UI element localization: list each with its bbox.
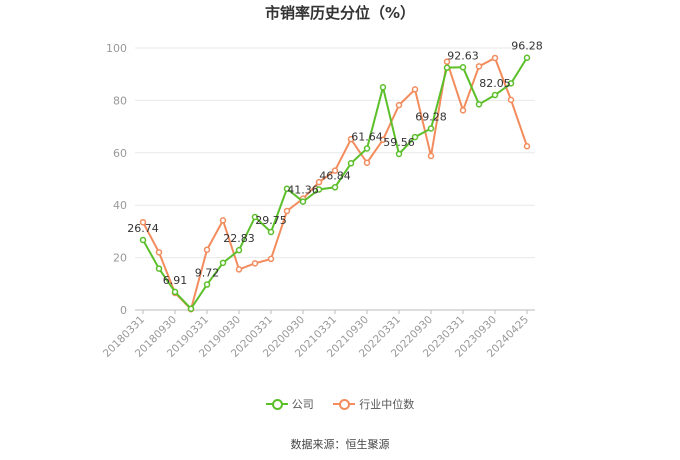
data-source: 数据来源：恒生聚源 — [290, 438, 390, 451]
data-point-industry — [411, 86, 419, 93]
legend-item-company[interactable]: 公司 — [265, 396, 314, 412]
data-label: 46.84 — [319, 169, 351, 182]
data-point-industry — [267, 255, 275, 263]
legend-label-company: 公司 — [291, 398, 314, 411]
data-point-company — [331, 184, 339, 191]
data-label: 96.28 — [511, 40, 543, 53]
data-point-industry — [475, 63, 483, 70]
data-point-industry — [235, 266, 243, 273]
legend-item-industry[interactable]: 行业中位数 — [333, 396, 414, 412]
data-point-industry — [363, 159, 371, 167]
data-point-company — [427, 125, 435, 132]
y-tick-label: 0 — [120, 304, 127, 317]
chart-title: 市销率历史分位（%） — [264, 4, 416, 22]
data-point-company — [139, 236, 147, 244]
data-point-industry — [203, 246, 211, 253]
data-point-industry — [139, 218, 147, 226]
data-point-company — [315, 186, 323, 193]
data-label: 22.83 — [223, 232, 255, 245]
data-label: 6.91 — [163, 274, 188, 287]
data-point-industry — [155, 249, 163, 256]
data-point-company — [155, 265, 163, 272]
y-tick-label: 100 — [106, 42, 127, 55]
data-point-company — [411, 133, 419, 141]
data-point-industry — [491, 54, 499, 62]
data-point-industry — [347, 135, 355, 143]
data-point-company — [443, 64, 451, 71]
y-tick-label: 60 — [113, 147, 127, 160]
data-point-industry — [283, 207, 291, 215]
data-label: 69.28 — [415, 110, 447, 123]
data-point-company — [491, 91, 499, 99]
data-point-industry — [459, 107, 467, 114]
data-point-company — [299, 198, 307, 205]
data-point-industry — [443, 58, 451, 65]
data-point-company — [219, 259, 227, 267]
data-point-industry — [331, 167, 339, 174]
data-label: 26.74 — [127, 222, 159, 235]
data-label: 59.56 — [383, 136, 415, 149]
chart-legend: 公司 行业中位数 — [0, 396, 680, 412]
line-chart: 0204060801002018033120180930201903312019… — [101, 40, 543, 360]
y-tick-label: 20 — [113, 252, 127, 265]
data-point-industry — [219, 217, 227, 224]
data-point-industry — [507, 96, 515, 104]
data-point-industry — [427, 152, 435, 160]
data-point-industry — [315, 178, 323, 186]
data-point-company — [203, 281, 211, 288]
data-label: 61.64 — [351, 131, 383, 144]
data-point-company — [507, 80, 515, 87]
data-label: 41.36 — [287, 184, 319, 197]
data-point-industry — [379, 136, 387, 143]
data-point-industry — [395, 101, 403, 109]
data-point-company — [187, 305, 195, 312]
legend-swatch-industry — [333, 399, 356, 410]
y-tick-label: 40 — [113, 199, 127, 212]
data-point-company — [283, 185, 291, 192]
data-point-company — [347, 160, 355, 167]
data-label: 29.75 — [255, 214, 287, 227]
data-point-company — [171, 288, 179, 296]
data-point-industry — [251, 260, 259, 267]
data-point-company — [267, 228, 275, 236]
data-point-company — [251, 213, 259, 221]
legend-swatch-company — [265, 399, 288, 410]
data-label: 92.63 — [447, 49, 479, 62]
y-tick-label: 80 — [113, 94, 127, 107]
data-point-company — [459, 64, 467, 71]
data-point-company — [379, 84, 387, 91]
data-point-company — [395, 150, 403, 158]
legend-label-industry: 行业中位数 — [359, 398, 415, 411]
data-point-company — [363, 145, 371, 152]
data-label: 82.05 — [479, 77, 511, 90]
data-point-company — [235, 246, 243, 254]
data-point-industry — [523, 143, 531, 150]
data-point-company — [475, 101, 483, 108]
data-label: 9.72 — [195, 267, 220, 280]
data-point-company — [523, 54, 531, 61]
